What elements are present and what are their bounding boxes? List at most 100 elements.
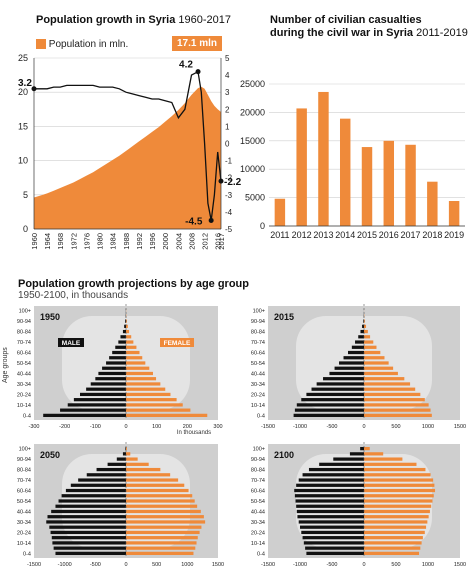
male-bar	[50, 530, 127, 535]
female-bar	[364, 483, 435, 487]
x-tick-label: 2015	[357, 230, 377, 240]
male-bar	[86, 473, 126, 477]
annotation-minus-2-2: -2.2	[224, 177, 242, 188]
female-bar	[126, 350, 140, 355]
female-bar	[364, 541, 422, 545]
female-bar	[364, 462, 417, 466]
x-tick-label: 1972	[69, 233, 78, 250]
right-tick-label: 2	[225, 105, 230, 114]
x-tick-label: 100	[152, 424, 161, 430]
female-bar	[126, 371, 153, 376]
pyramid-2015: 0-4 10-14 20-24 30-34 40-44 50-54 60-64 70-74 80…	[251, 304, 466, 430]
female-bar	[126, 536, 198, 540]
male-bar	[49, 525, 127, 529]
male-bar	[362, 324, 364, 328]
age-group-label: 60-64	[251, 351, 265, 357]
male-label: MALE	[62, 340, 81, 347]
right-tick-label: -3	[225, 191, 233, 200]
x-tick-label: 1500	[454, 562, 466, 568]
male-bar	[296, 504, 364, 508]
female-bar	[364, 488, 436, 493]
age-group-label: 30-34	[251, 520, 265, 526]
female-bar	[364, 403, 429, 407]
female-bar	[364, 329, 368, 334]
x-tick-label: 2016	[379, 230, 399, 240]
age-group-label: 50-54	[17, 361, 31, 367]
female-bar	[364, 546, 421, 550]
pyramid-year: 1950	[40, 312, 60, 322]
female-bar	[126, 488, 189, 493]
female-bar	[364, 371, 398, 376]
male-bar	[306, 392, 364, 397]
male-bar	[51, 536, 126, 540]
x-tick-label: 2013	[313, 230, 333, 240]
age-group-label: 70-74	[17, 478, 31, 484]
male-bar	[90, 382, 126, 386]
casualty-bar	[318, 91, 329, 226]
annotation-3-2: 3.2	[18, 78, 32, 89]
male-bar	[334, 366, 364, 370]
age-group-label: 100+	[19, 447, 31, 453]
pyramid-2050: 0-4 10-14 20-24 30-34 40-44 50-54 60-64 70-74 80…	[17, 442, 224, 568]
y-tick-label: 10000	[240, 164, 265, 174]
age-group-label: 90-94	[251, 457, 265, 463]
casualties-chart-title: Number of civilian casualties during the…	[270, 14, 470, 40]
x-tick-label: 2008	[187, 233, 196, 250]
male-bar	[363, 319, 364, 323]
male-bar	[343, 356, 364, 360]
age-group-label: 20-24	[17, 392, 31, 398]
left-tick-label: 0	[23, 224, 28, 234]
age-group-label: 50-54	[251, 361, 265, 367]
left-tick-label: 5	[23, 190, 28, 200]
age-group-label: 100+	[253, 447, 265, 453]
male-bar	[86, 387, 126, 391]
female-bar	[126, 494, 193, 498]
x-tick-label: 0	[362, 424, 365, 430]
female-label-box	[160, 338, 194, 347]
x-tick-label: 2011	[270, 230, 289, 240]
x-tick-label: -500	[90, 562, 101, 568]
age-group-label: 0-4	[257, 413, 265, 419]
female-bar	[126, 452, 131, 456]
x-tick-label: 1992	[135, 233, 144, 250]
female-bar	[364, 499, 433, 503]
y-tick-label: 15000	[240, 136, 265, 146]
male-bar	[118, 340, 126, 344]
age-group-label: 80-84	[17, 468, 31, 474]
casualty-bar	[361, 147, 373, 226]
age-group-label: 30-34	[251, 382, 265, 388]
female-bar	[126, 509, 201, 514]
female-bar	[126, 403, 183, 407]
female-bar	[364, 413, 432, 418]
male-bar	[294, 494, 364, 498]
female-bar	[364, 356, 385, 360]
casualty-bar	[427, 181, 438, 226]
male-bar	[333, 457, 364, 461]
male-bar	[303, 541, 364, 545]
x-tick-label: 1976	[82, 233, 91, 250]
male-bar	[122, 452, 126, 456]
female-bar	[364, 392, 421, 397]
male-bar	[46, 520, 127, 524]
male-bar	[109, 356, 126, 360]
left-tick-label: 10	[18, 156, 28, 166]
y-tick-label: 0	[260, 221, 265, 231]
x-tick-label: 0	[362, 562, 365, 568]
x-tick-label: 0	[124, 424, 127, 430]
male-bar	[65, 488, 126, 493]
male-bar	[70, 483, 126, 487]
female-bar	[126, 504, 198, 508]
age-group-label: 80-84	[251, 468, 265, 474]
casualty-bar	[405, 144, 416, 226]
male-bar	[60, 408, 126, 412]
right-tick-label: -1	[225, 157, 233, 166]
x-tick-label: 2014	[335, 230, 355, 240]
x-tick-label: -1000	[293, 562, 307, 568]
right-tick-label: 5	[225, 54, 230, 63]
age-group-label: 20-24	[251, 392, 265, 398]
x-tick-label: 1968	[56, 233, 65, 250]
female-bar	[126, 515, 204, 519]
female-bar	[126, 483, 185, 487]
female-bar	[126, 457, 138, 461]
male-bar	[301, 398, 364, 402]
